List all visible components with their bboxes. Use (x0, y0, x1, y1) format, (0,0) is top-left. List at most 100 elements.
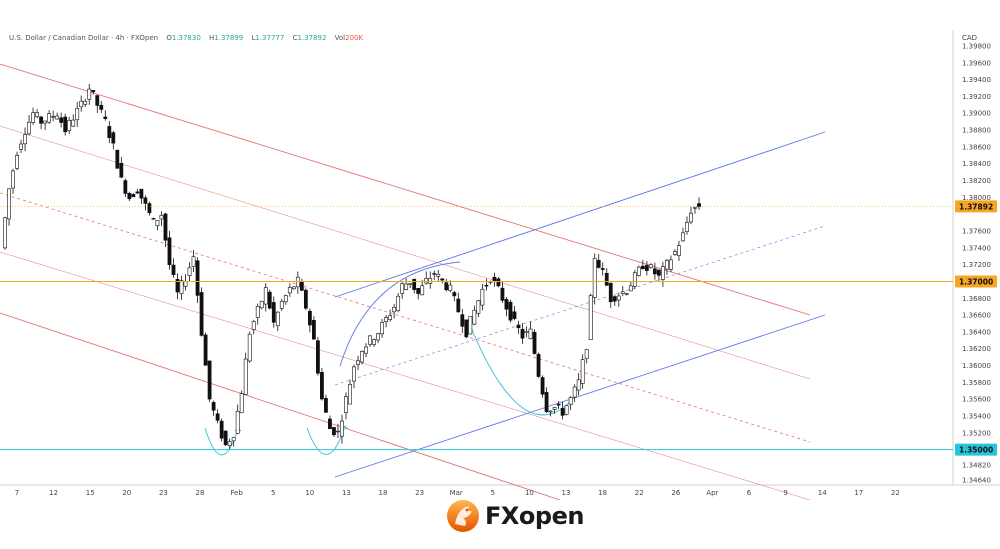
candle-up (448, 284, 453, 291)
volume-label: Vol (334, 34, 346, 42)
candle-up (243, 358, 248, 395)
candle-down (512, 311, 517, 319)
candle-up (368, 335, 372, 345)
right-bottom-curve (467, 319, 571, 416)
candle-down (456, 298, 461, 313)
fxopen-logo: FXopen (445, 496, 585, 536)
candle-down (652, 268, 657, 275)
candle-down (536, 354, 541, 377)
candle-up (191, 256, 196, 268)
candle-up (372, 339, 376, 345)
candle-up (424, 278, 429, 284)
time-tick-label: 26 (671, 489, 680, 497)
candle-down (307, 310, 312, 326)
price-tick-label: 1.35400 (962, 413, 991, 421)
candle-down (492, 276, 497, 282)
blue-channel-lower (334, 314, 826, 478)
candle-up (352, 366, 356, 382)
candle-up (588, 295, 593, 341)
candle-down (223, 430, 228, 446)
candle-down (63, 116, 68, 133)
time-tick-label: 17 (854, 489, 863, 497)
candle-up (376, 333, 380, 341)
candle-up (23, 134, 27, 145)
candle-down (320, 372, 324, 400)
close-label: C (292, 34, 298, 42)
candle-up (27, 121, 31, 135)
level-1.37000-label: 1.37000 (959, 277, 993, 286)
time-tick-label: 9 (783, 489, 787, 497)
candle-up (235, 410, 240, 434)
price-tick-label: 1.36600 (962, 312, 991, 320)
candle-up (392, 307, 397, 313)
candle-up (279, 301, 284, 309)
price-levels: 1.37000 1.35000 1.37892 (0, 200, 997, 456)
candle-down (697, 203, 701, 208)
candle-up (436, 273, 441, 277)
candle-down (496, 278, 501, 287)
candle-down (167, 237, 172, 265)
candles (3, 83, 701, 450)
candle-down (608, 283, 613, 303)
candle-up (344, 396, 348, 413)
candle-down (111, 132, 116, 144)
fxopen-dragon-icon (447, 500, 479, 532)
price-tick-label: 1.39400 (962, 76, 991, 84)
rounding-curve (339, 261, 461, 367)
candle-up (420, 285, 425, 296)
chart-area[interactable]: 1.37000 1.35000 1.37892 CAD 1.39800 1.39600 1… (0, 30, 1000, 500)
candle-up (524, 331, 529, 334)
candle-up (47, 113, 52, 123)
high-value: 1.37899 (214, 34, 244, 42)
candle-up (227, 441, 232, 446)
candle-up (251, 321, 256, 330)
candle-up (661, 266, 665, 280)
candle-down (640, 265, 645, 270)
time-tick-label: 18 (598, 489, 607, 497)
candle-up (31, 112, 35, 123)
candle-down (271, 302, 276, 323)
candle-down (91, 90, 96, 93)
price-tick-label: 1.39600 (962, 59, 991, 67)
time-tick-label: 13 (342, 489, 351, 497)
candle-down (656, 269, 661, 276)
high-label: H (209, 34, 215, 42)
candle-up (259, 300, 264, 309)
current-price-badge (955, 200, 997, 213)
candle-up (360, 351, 364, 363)
candle-up (528, 328, 533, 339)
candle-down (147, 203, 152, 214)
candle-down (440, 278, 445, 281)
pattern-curves (204, 261, 574, 456)
candle-down (508, 301, 513, 321)
candle-up (155, 220, 160, 227)
candle-up (247, 333, 252, 362)
candle-up (665, 259, 669, 270)
candle-down (203, 334, 208, 366)
price-tick-label: 1.34820 (962, 461, 991, 469)
candle-up (3, 217, 7, 249)
candle-up (408, 283, 413, 285)
candle-up (183, 281, 188, 287)
time-tick-label: 12 (49, 489, 58, 497)
price-tick-label: 1.38000 (962, 194, 991, 202)
candle-down (596, 259, 601, 268)
candle-down (219, 420, 224, 439)
price-tick-label: 1.36400 (962, 328, 991, 336)
candle-up (628, 285, 633, 292)
candle-up (480, 288, 485, 306)
candle-up (51, 116, 56, 118)
candle-down (416, 288, 421, 294)
red-channel-inner-lower (0, 251, 811, 500)
time-tick-label: 28 (196, 489, 205, 497)
time-tick-label: 10 (525, 489, 534, 497)
time-tick-label: 6 (747, 489, 752, 497)
candle-up (468, 316, 473, 335)
candle-down (303, 289, 308, 309)
candle-up (677, 245, 681, 256)
candle-up (548, 410, 553, 413)
candle-up (364, 346, 368, 354)
candle-down (484, 285, 489, 287)
candle-down (143, 197, 148, 204)
